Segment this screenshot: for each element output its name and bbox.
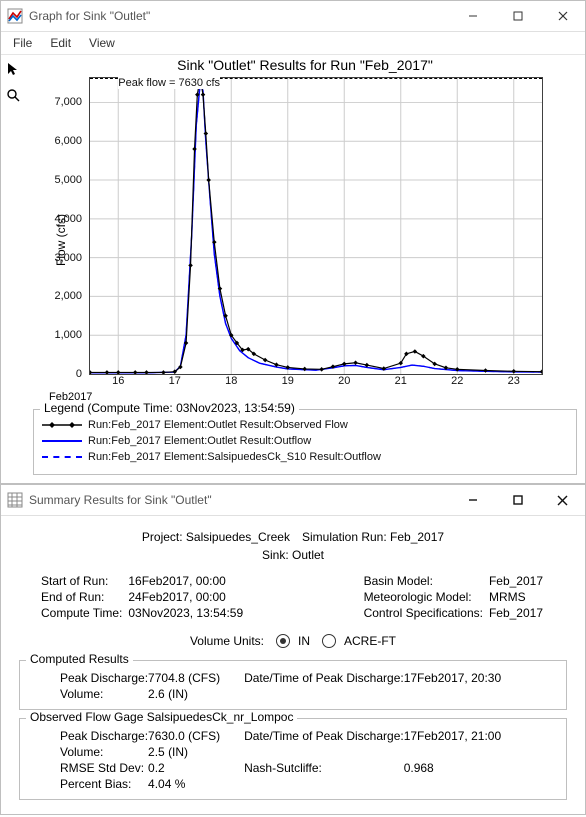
radio-in-label: IN — [298, 634, 310, 648]
pbias-val: 4.04 % — [148, 777, 220, 791]
obs-peaktime-label: Date/Time of Peak Discharge: — [244, 729, 404, 743]
obs-peak-val: 7630.0 (CFS) — [148, 729, 220, 743]
legend-swatch-salsipuedes — [42, 450, 82, 464]
summary-header: Project: Salsipuedes_Creek Simulation Ru… — [17, 530, 569, 544]
chart-container: Flow (cfs) 01,0002,0003,0004,0005,0006,0… — [89, 77, 543, 403]
titlebar[interactable]: Graph for Sink "Outlet" — [1, 1, 585, 32]
nash-val: 0.968 — [404, 761, 501, 775]
summary-window-title: Summary Results for Sink "Outlet" — [29, 493, 450, 507]
ytick-label: 7,000 — [54, 96, 82, 108]
summary-maximize-button[interactable] — [495, 485, 540, 515]
basin-label: Basin Model: — [364, 574, 483, 588]
rmse-val: 0.2 — [148, 761, 220, 775]
xtick-label: 17 — [169, 375, 181, 387]
chart-frame[interactable]: 01,0002,0003,0004,0005,0006,0007,000 161… — [89, 77, 543, 375]
ytick-label: 0 — [76, 368, 82, 380]
ytick-label: 1,000 — [54, 329, 82, 341]
summary-subheader: Sink: Outlet — [17, 548, 569, 562]
observed-title: Observed Flow Gage SalsipuedesCk_nr_Lomp… — [26, 710, 297, 724]
xtick-label: 22 — [451, 375, 463, 387]
summary-titlebar[interactable]: Summary Results for Sink "Outlet" — [1, 485, 585, 516]
comp-peak-label: Peak Discharge: — [60, 671, 148, 685]
menu-edit[interactable]: Edit — [42, 34, 79, 52]
xtick-label: 16 — [112, 375, 124, 387]
radio-acreft[interactable] — [322, 634, 336, 648]
obs-vol-val: 2.5 (IN) — [148, 745, 220, 759]
zoom-tool[interactable] — [3, 85, 23, 105]
ctrl-value: Feb_2017 — [489, 606, 561, 620]
legend-item-outflow: Run:Feb_2017 Element:Outlet Result:Outfl… — [42, 434, 568, 448]
volume-units-label: Volume Units: — [190, 634, 264, 648]
close-button[interactable] — [540, 1, 585, 31]
plot-area: Sink "Outlet" Results for Run "Feb_2017"… — [25, 55, 585, 483]
comp-peaktime-label: Date/Time of Peak Discharge: — [244, 671, 404, 685]
legend-item-salsipuedes: Run:Feb_2017 Element:SalsipuedesCk_S10 R… — [42, 450, 568, 464]
end-run-label: End of Run: — [41, 590, 122, 604]
rmse-label: RMSE Std Dev: — [60, 761, 148, 775]
ytick-label: 4,000 — [54, 213, 82, 225]
comp-vol-val: 2.6 (IN) — [148, 687, 220, 701]
radio-in[interactable] — [276, 634, 290, 648]
legend-swatch-outflow — [42, 434, 82, 448]
ytick-label: 2,000 — [54, 290, 82, 302]
ytick-label: 3,000 — [54, 252, 82, 264]
legend-title: Legend (Compute Time: 03Nov2023, 13:54:5… — [40, 401, 299, 415]
computed-title: Computed Results — [26, 652, 133, 666]
end-run-value: 24Feb2017, 00:00 — [128, 590, 261, 604]
legend-label-observed: Run:Feb_2017 Element:Outlet Result:Obser… — [88, 419, 348, 431]
summary-body: Project: Salsipuedes_Creek Simulation Ru… — [1, 516, 585, 814]
met-value: MRMS — [489, 590, 561, 604]
summary-minimize-button[interactable] — [450, 485, 495, 515]
obs-vol-label: Volume: — [60, 745, 148, 759]
window-title: Graph for Sink "Outlet" — [29, 9, 450, 23]
menu-view[interactable]: View — [81, 34, 123, 52]
minimize-button[interactable] — [450, 1, 495, 31]
ytick-label: 5,000 — [54, 174, 82, 186]
peak-label: Peak flow = 7630 cfs — [118, 77, 220, 89]
legend-label-salsipuedes: Run:Feb_2017 Element:SalsipuedesCk_S10 R… — [88, 451, 381, 463]
compute-value: 03Nov2023, 13:54:59 — [128, 606, 261, 620]
legend: Legend (Compute Time: 03Nov2023, 13:54:5… — [33, 409, 577, 475]
start-run-label: Start of Run: — [41, 574, 122, 588]
comp-peaktime-val: 17Feb2017, 20:30 — [404, 671, 501, 685]
basin-value: Feb_2017 — [489, 574, 561, 588]
xtick-label: 20 — [338, 375, 350, 387]
radio-acreft-label: ACRE-FT — [344, 634, 396, 648]
menubar: File Edit View — [1, 32, 585, 55]
obs-peak-label: Peak Discharge: — [60, 729, 148, 743]
chart-title: Sink "Outlet" Results for Run "Feb_2017" — [25, 55, 585, 77]
met-label: Meteorologic Model: — [364, 590, 483, 604]
menu-file[interactable]: File — [5, 34, 40, 52]
xtick-label: 23 — [508, 375, 520, 387]
legend-label-outflow: Run:Feb_2017 Element:Outlet Result:Outfl… — [88, 435, 311, 447]
legend-swatch-observed — [42, 418, 82, 432]
compute-label: Compute Time: — [41, 606, 122, 620]
app-icon — [7, 8, 23, 24]
computed-results-box: Computed Results Peak Discharge: 7704.8 … — [19, 660, 567, 710]
pbias-label: Percent Bias: — [60, 777, 148, 791]
comp-vol-label: Volume: — [60, 687, 148, 701]
comp-peak-val: 7704.8 (CFS) — [148, 671, 220, 685]
chart-toolbar — [1, 55, 25, 483]
summary-app-icon — [7, 492, 23, 508]
xtick-label: 18 — [225, 375, 237, 387]
maximize-button[interactable] — [495, 1, 540, 31]
xtick-label: 21 — [395, 375, 407, 387]
summary-window: Summary Results for Sink "Outlet" Projec… — [0, 484, 586, 815]
observed-results-box: Observed Flow Gage SalsipuedesCk_nr_Lomp… — [19, 718, 567, 800]
obs-peaktime-val: 17Feb2017, 21:00 — [404, 729, 501, 743]
volume-units-row: Volume Units: IN ACRE-FT — [17, 634, 569, 648]
ctrl-label: Control Specifications: — [364, 606, 483, 620]
xtick-label: 19 — [282, 375, 294, 387]
nash-label: Nash-Sutcliffe: — [244, 761, 404, 775]
run-info-grid: Start of Run: 16Feb2017, 00:00 Basin Mod… — [25, 574, 561, 620]
pointer-tool[interactable] — [3, 59, 23, 79]
start-run-value: 16Feb2017, 00:00 — [128, 574, 261, 588]
ytick-label: 6,000 — [54, 135, 82, 147]
graph-window: Graph for Sink "Outlet" File Edit View S… — [0, 0, 586, 484]
legend-item-observed: Run:Feb_2017 Element:Outlet Result:Obser… — [42, 418, 568, 432]
chart-svg — [90, 78, 542, 374]
summary-close-button[interactable] — [540, 485, 585, 515]
